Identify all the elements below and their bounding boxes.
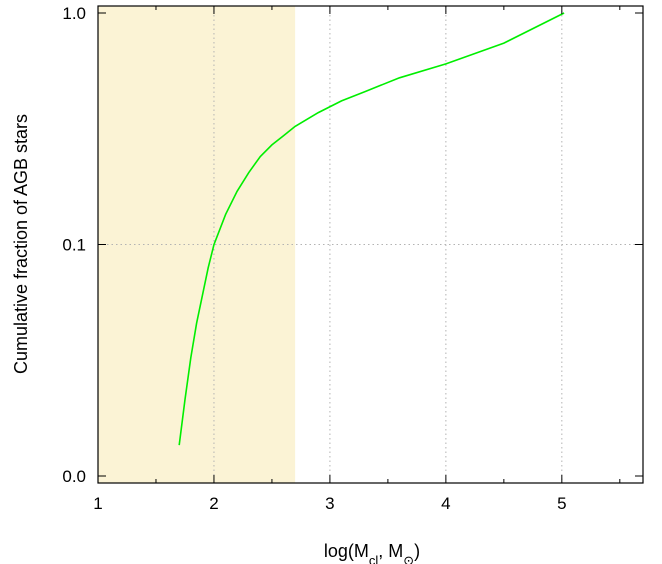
y-axis-label: Cumulative fraction of AGB stars: [11, 114, 31, 374]
y-tick-label: 1.0: [62, 4, 86, 23]
x-tick-labels: 1 2 3 4 5: [93, 494, 566, 513]
data-line: [178, 12, 565, 446]
x-tick-label: 2: [209, 494, 218, 513]
x-tick-label: 3: [325, 494, 334, 513]
y-tick-label: 0.0: [62, 467, 86, 486]
x-tick-label: 4: [441, 494, 450, 513]
x-tick-label: 1: [93, 494, 102, 513]
x-axis-label: log(Mcl, M⊙): [324, 541, 420, 564]
y-tick-labels: 0.0 0.1 1.0: [62, 4, 86, 486]
y-tick-label: 0.1: [62, 236, 86, 255]
x-tick-label: 5: [557, 494, 566, 513]
tick-marks: [97, 6, 643, 483]
